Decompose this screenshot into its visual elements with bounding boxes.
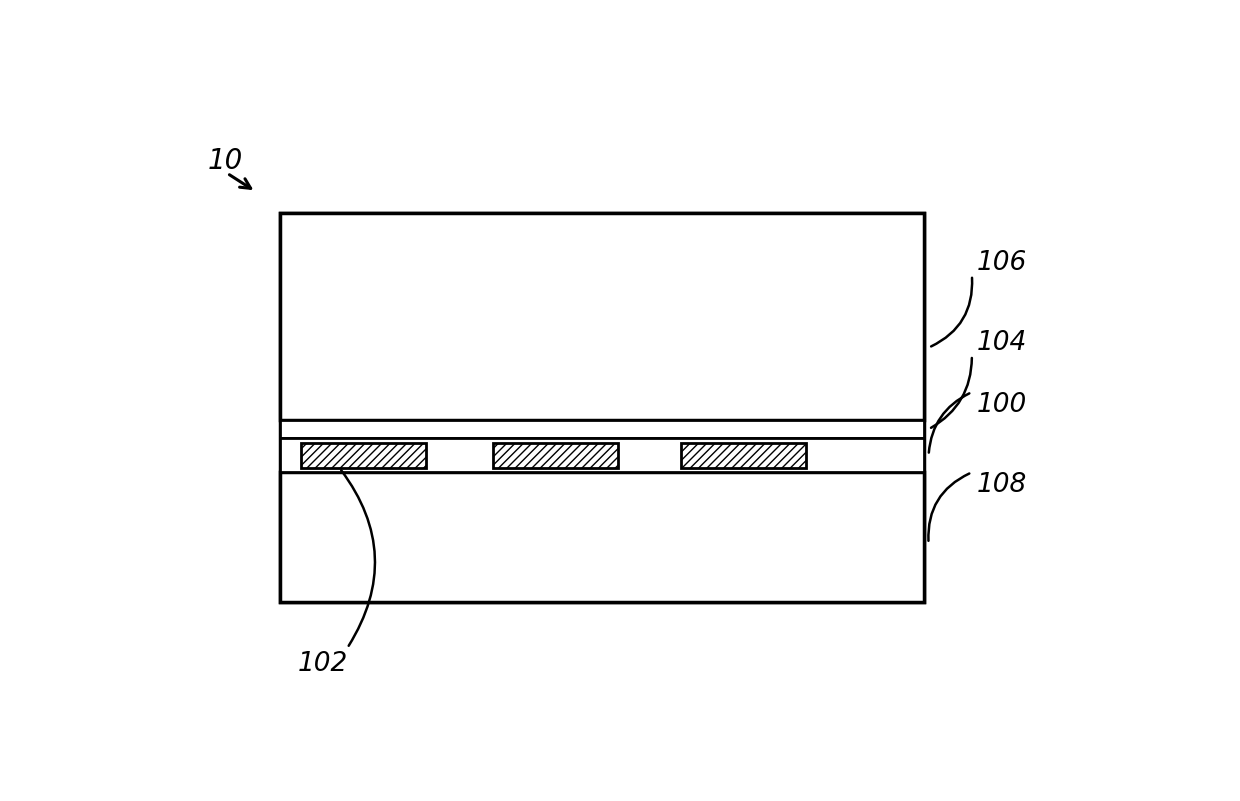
Bar: [681, 444, 806, 468]
Text: 10: 10: [208, 147, 243, 175]
Bar: [280, 213, 924, 602]
Bar: [280, 438, 924, 473]
Text: 102: 102: [298, 650, 348, 677]
Bar: [280, 213, 924, 420]
Text: 104: 104: [977, 330, 1027, 356]
Bar: [280, 420, 924, 438]
Text: 100: 100: [977, 392, 1027, 417]
Bar: [301, 444, 427, 468]
Text: 106: 106: [977, 250, 1027, 276]
Bar: [280, 473, 924, 602]
Text: 108: 108: [977, 472, 1027, 497]
Bar: [494, 444, 619, 468]
